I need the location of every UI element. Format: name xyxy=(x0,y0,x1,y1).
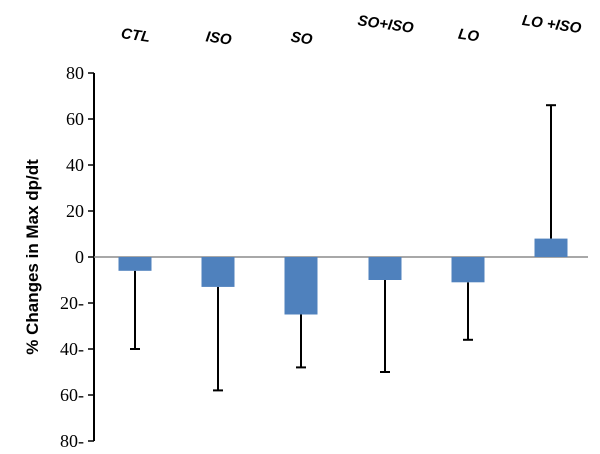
bar xyxy=(534,238,568,257)
y-tick-label: 80- xyxy=(60,431,84,451)
y-axis-ticks: 80 60 40 20 0 20- 40- 60- 80- xyxy=(60,63,94,451)
y-tick-label: 80 xyxy=(66,63,84,83)
y-tick-label: 40 xyxy=(66,155,84,175)
error-bars xyxy=(130,104,556,392)
bar xyxy=(451,257,485,283)
category-label: LO +ISO xyxy=(521,12,583,37)
y-tick-label: 20- xyxy=(60,293,84,313)
y-tick-label: 60- xyxy=(60,385,84,405)
y-tick-label: 20 xyxy=(66,201,84,221)
y-axis-title-group: % Changes in Max dp/dt xyxy=(23,159,42,355)
y-tick-label: 40- xyxy=(60,339,84,359)
category-label: SO+ISO xyxy=(357,12,415,37)
y-tick-label: 60 xyxy=(66,109,84,129)
category-label: CTL xyxy=(120,25,151,46)
category-label: SO xyxy=(290,29,314,49)
y-tick-label: 0 xyxy=(75,247,84,267)
bar xyxy=(118,257,152,271)
bar xyxy=(201,257,235,287)
y-axis-title: % Changes in Max dp/dt xyxy=(23,159,42,355)
bars xyxy=(118,238,568,315)
bar xyxy=(368,257,402,280)
category-label: ISO xyxy=(205,28,233,48)
bar xyxy=(284,257,318,315)
category-label: LO xyxy=(457,26,480,46)
category-labels: CTL ISO SO SO+ISO LO LO +ISO xyxy=(120,12,583,49)
